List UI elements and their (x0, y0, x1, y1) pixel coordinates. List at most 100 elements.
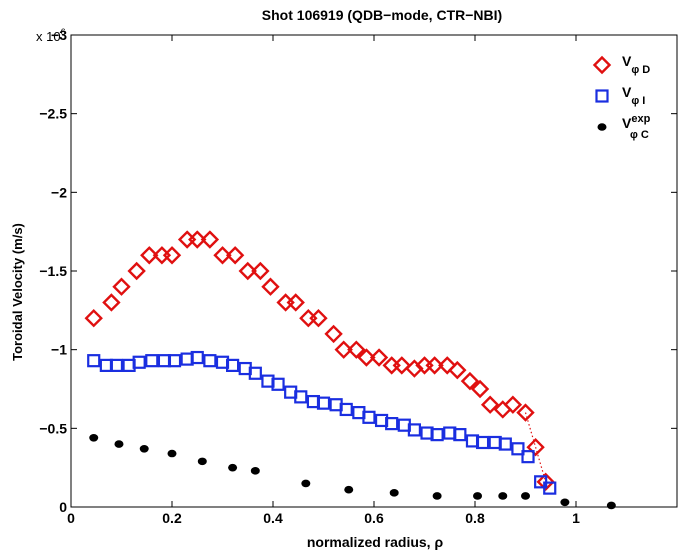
diamond-point (369, 348, 389, 367)
diamond-point (470, 379, 490, 399)
y-tick-label: −3 (51, 27, 67, 43)
square-point (521, 450, 535, 464)
square-point (385, 417, 399, 431)
legend-label: Vexp φ C (622, 113, 651, 141)
diamond-point (140, 246, 159, 265)
diamond-point (238, 261, 257, 281)
diamond-point (503, 395, 523, 414)
diamond-point (102, 293, 121, 312)
diamond-point (299, 309, 318, 328)
dot-point (139, 444, 149, 453)
y-tick-label: −1 (51, 342, 67, 358)
y-multiplier-label: x 10 (36, 29, 61, 44)
square-point (203, 354, 217, 368)
diamond-point (261, 277, 280, 296)
square-point (362, 410, 376, 424)
square-point (109, 358, 124, 372)
square-point (132, 355, 146, 369)
diamond-point (405, 359, 424, 378)
dot-point (560, 498, 570, 507)
x-tick-label: 0.2 (162, 510, 182, 526)
diamond-point (448, 360, 467, 380)
diamond-point (347, 340, 366, 359)
y-multiplier-exponent: 6 (61, 27, 66, 37)
diamond-point (392, 356, 411, 375)
y-tick-label: −2 (51, 184, 67, 200)
square-point (511, 442, 525, 456)
diamond-point (382, 356, 401, 375)
square-point (248, 366, 262, 380)
dot-point (250, 467, 260, 475)
diamond-point (526, 438, 545, 457)
diamond-point (438, 356, 457, 375)
x-tick-label: 0 (67, 510, 75, 526)
y-tick-label: −2.5 (39, 106, 67, 122)
diamond-point (200, 230, 220, 249)
y-multiplier: x 106 (36, 27, 66, 44)
y-axis-label: Toroidal Velocity (m/s) (10, 223, 25, 361)
plot-area: 0 0.2 0.4 0.6 0.8 1 0 −0.5 −1 −1.5 −2 −2.5 −3 (39, 27, 678, 526)
legend-marker-dot (597, 123, 607, 131)
dot-point (89, 433, 99, 442)
dot-point (228, 463, 238, 472)
diamond-point (188, 230, 207, 249)
square-point (475, 435, 490, 450)
square-point (167, 354, 182, 368)
square-point (145, 354, 159, 368)
diamond-point (309, 309, 328, 328)
legend-marker-square (595, 89, 609, 103)
dot-point (473, 492, 483, 500)
diamond-point (324, 324, 343, 344)
series-connector (524, 412, 547, 482)
x-tick-label: 0.8 (465, 510, 485, 526)
square-point (430, 428, 444, 442)
diamond-point (357, 348, 376, 367)
square-point (453, 428, 467, 442)
plot-frame (70, 34, 678, 508)
dot-point (521, 492, 530, 500)
diamond-point (162, 246, 182, 265)
square-point (226, 358, 240, 372)
diamond-point (480, 395, 500, 414)
diamond-point (334, 340, 353, 359)
legend-label: Vφ I (622, 84, 645, 107)
square-point (407, 423, 421, 437)
dot-point (197, 457, 207, 466)
dot-point (606, 501, 616, 510)
y-tick-label: 0 (59, 499, 67, 515)
dot-point (167, 449, 177, 458)
dot-point (301, 479, 311, 488)
diamond-point (112, 277, 131, 296)
diamond-point (127, 261, 146, 281)
diamond-point (251, 261, 270, 281)
legend-label: Vφ D (622, 53, 650, 76)
square-point (339, 402, 353, 417)
diamond-point (286, 293, 305, 312)
x-tick-label: 0.6 (364, 510, 384, 526)
dot-point (498, 492, 508, 500)
diamond-point (460, 371, 480, 391)
diamond-point (213, 246, 232, 265)
diamond-point (276, 293, 295, 312)
dot-point (432, 492, 442, 500)
square-point (543, 481, 557, 495)
square-point (316, 396, 331, 410)
square-point (190, 350, 204, 365)
legend-marker-diamond (592, 55, 612, 75)
square-point (294, 390, 308, 404)
diamond-point (425, 356, 444, 375)
diamond-point (516, 403, 535, 422)
square-point (271, 377, 285, 391)
legend: Vφ D Vφ I Vexp φ C (592, 53, 651, 141)
dot-point (114, 440, 124, 448)
y-tick-label: −1.5 (39, 263, 67, 279)
diamond-point (177, 230, 197, 249)
x-axis-label: normalized radius, ρ (307, 534, 444, 550)
y-tick-label: −0.5 (39, 420, 67, 436)
diamond-point (225, 246, 245, 265)
x-tick-label: 1 (572, 510, 580, 526)
square-point (87, 354, 101, 368)
dot-point (389, 489, 399, 497)
chart-title: Shot 106919 (QDB−mode, CTR−NBI) (262, 7, 502, 23)
